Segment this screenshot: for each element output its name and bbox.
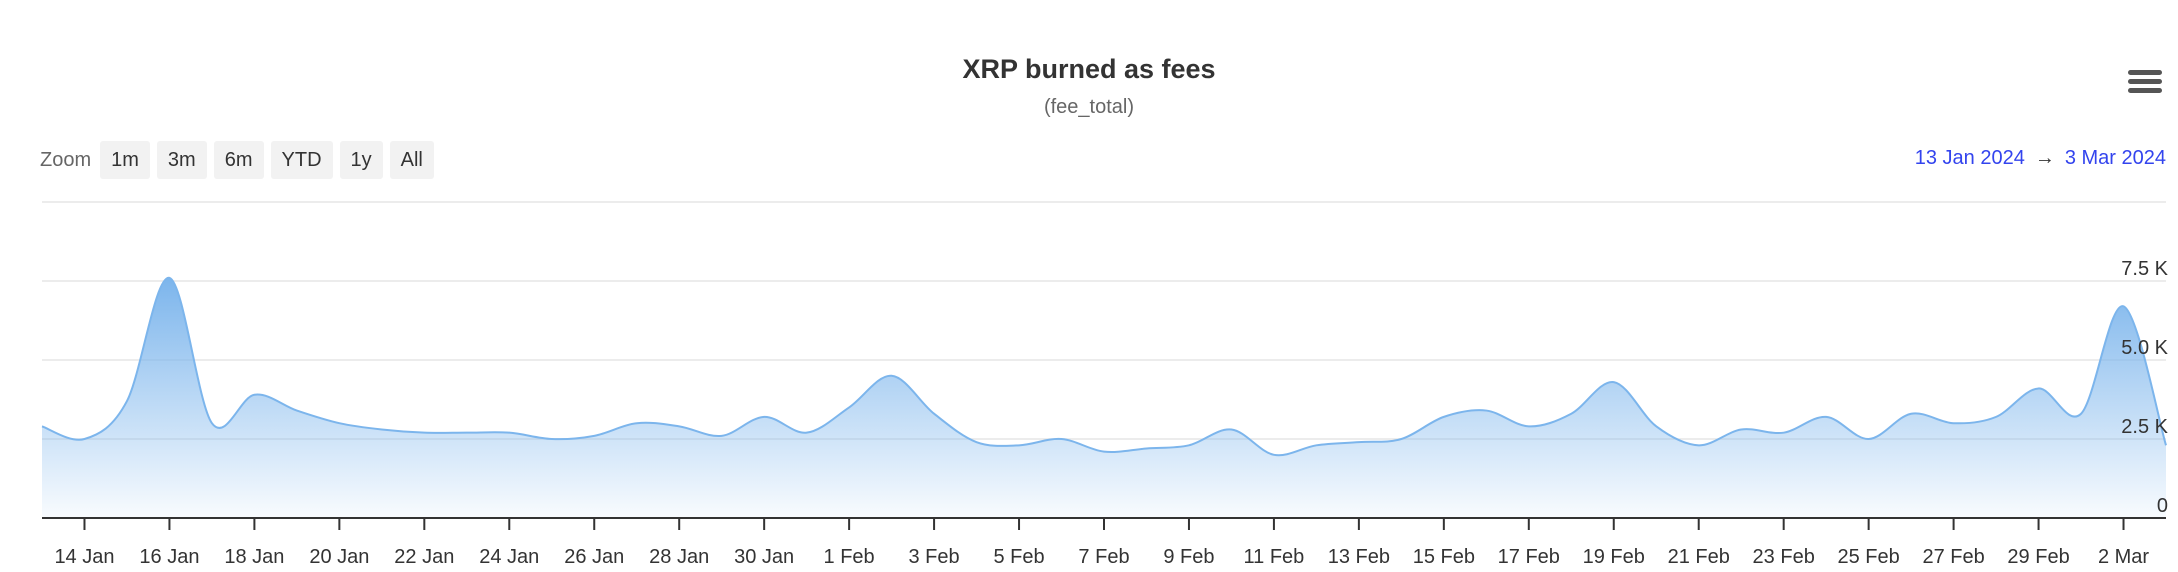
- chart-subtitle: (fee_total): [1043, 96, 1135, 118]
- y-tick-label: 2.5 K: [2121, 416, 2168, 438]
- range-from[interactable]: 13 Jan 2024: [1914, 147, 2025, 169]
- x-tick-label: 21 Feb: [1668, 546, 1730, 568]
- x-tick-label: 17 Feb: [1498, 546, 1560, 568]
- zoom-1y-button[interactable]: 1y: [339, 141, 383, 179]
- zoom-selector: Zoom 1m 3m 6m YTD 1y All: [40, 141, 441, 179]
- zoom-6m-button[interactable]: 6m: [213, 141, 264, 179]
- x-tick-label: 18 Jan: [224, 546, 284, 568]
- date-range: 13 Jan 2024 → 3 Mar 2024: [1915, 147, 2166, 170]
- x-tick-label: 22 Jan: [394, 546, 454, 568]
- x-tick-label: 30 Jan: [734, 546, 794, 568]
- x-tick-label: 20 Jan: [309, 546, 369, 568]
- y-tick-label: 7.5 K: [2121, 258, 2168, 280]
- x-tick-label: 24 Jan: [479, 546, 539, 568]
- x-tick-label: 1 Feb: [824, 546, 875, 568]
- x-tick-label: 14 Jan: [54, 546, 114, 568]
- y-tick-label: 0: [2157, 495, 2168, 517]
- x-tick-label: 23 Feb: [1753, 546, 1815, 568]
- y-tick-label: 5.0 K: [2121, 337, 2168, 359]
- hamburger-menu-icon[interactable]: [2128, 70, 2162, 100]
- x-tick-label: 25 Feb: [1838, 546, 1900, 568]
- x-tick-label: 19 Feb: [1583, 546, 1645, 568]
- x-tick-label: 5 Feb: [993, 546, 1044, 568]
- x-tick-label: 26 Jan: [564, 546, 624, 568]
- zoom-ytd-button[interactable]: YTD: [270, 141, 333, 179]
- range-arrow: →: [2034, 147, 2055, 169]
- series-line: [41, 276, 2167, 457]
- range-to[interactable]: 3 Mar 2024: [2064, 147, 2166, 169]
- x-tick-label: 15 Feb: [1413, 546, 1475, 568]
- zoom-all-button[interactable]: All: [389, 141, 434, 179]
- x-tick-label: 16 Jan: [139, 546, 199, 568]
- x-tick-label: 2 Mar: [2098, 546, 2149, 568]
- series-area: [42, 277, 2166, 518]
- chart-title: XRP burned as fees: [962, 54, 1216, 84]
- zoom-1m-button[interactable]: 1m: [100, 141, 150, 179]
- x-tick-label: 3 Feb: [909, 546, 960, 568]
- zoom-3m-button[interactable]: 3m: [156, 141, 207, 179]
- x-tick-label: 11 Feb: [1244, 546, 1305, 568]
- zoom-label: Zoom: [40, 148, 92, 171]
- x-tick-label: 28 Jan: [649, 546, 709, 568]
- x-tick-label: 29 Feb: [2007, 546, 2069, 568]
- x-tick-label: 7 Feb: [1078, 546, 1129, 568]
- x-tick-label: 27 Feb: [1922, 546, 1984, 568]
- x-tick-label: 13 Feb: [1328, 546, 1390, 568]
- x-tick-label: 9 Feb: [1163, 546, 1214, 568]
